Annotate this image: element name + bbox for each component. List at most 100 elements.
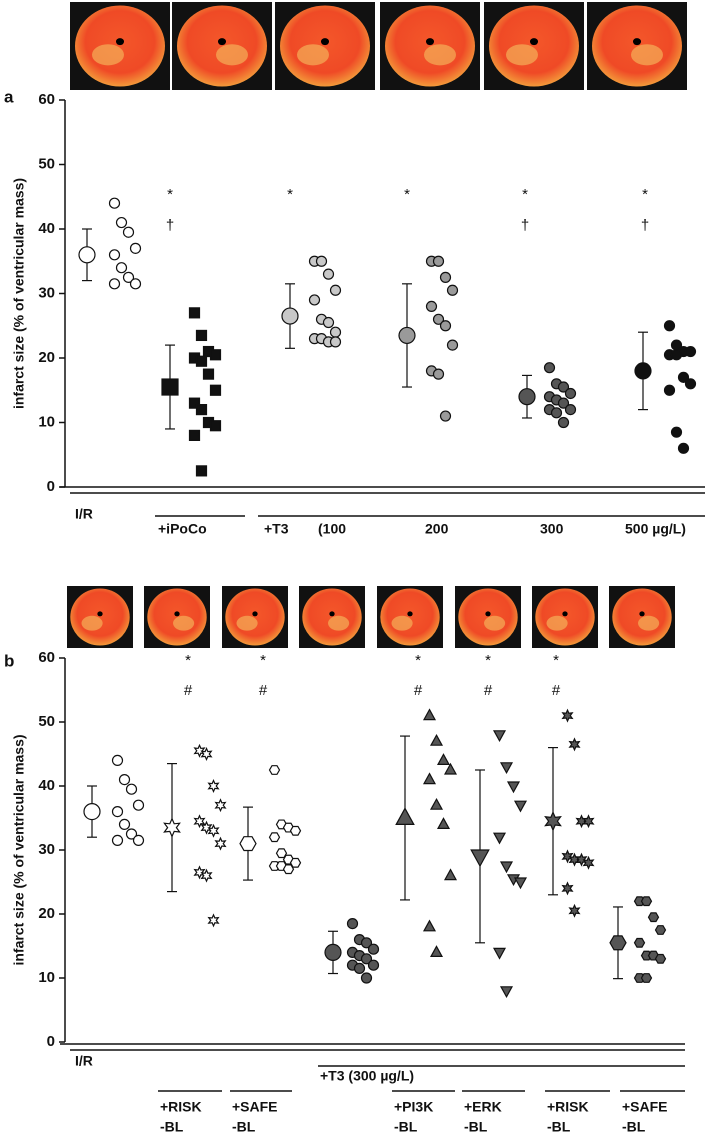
data-point — [188, 397, 201, 409]
mean-marker — [78, 246, 96, 264]
data-point — [647, 912, 660, 923]
data-point — [633, 896, 646, 907]
x-group-label: -BL — [547, 1119, 571, 1135]
data-point — [200, 820, 213, 835]
significance-mark: * — [185, 652, 191, 669]
data-point — [122, 271, 135, 283]
data-point — [115, 262, 128, 274]
x-group-label: 300 — [540, 521, 564, 537]
section-image — [75, 5, 165, 87]
data-point — [640, 896, 653, 907]
data-point — [268, 832, 281, 843]
data-point — [443, 762, 458, 775]
data-point — [202, 368, 215, 380]
data-point — [193, 814, 206, 829]
data-point — [633, 937, 646, 948]
section-image-highlight — [328, 615, 350, 631]
y-axis-label: infarct size (% of ventricular mass) — [11, 734, 27, 965]
section-image — [385, 5, 475, 87]
data-point — [108, 249, 121, 261]
data-point — [268, 861, 281, 871]
section-image-lumen — [97, 611, 103, 617]
significance-mark: † — [521, 217, 529, 234]
x-group-label: -BL — [394, 1119, 418, 1135]
data-point — [322, 268, 335, 280]
x-group-label: 500 µg/L) — [625, 521, 686, 537]
section-image — [225, 588, 285, 646]
data-point — [209, 384, 222, 396]
section-image-highlight — [173, 615, 195, 631]
x-group-label: +SAFE — [232, 1099, 278, 1115]
data-point — [446, 339, 459, 351]
data-point — [654, 953, 667, 964]
x-group-label: +T3 — [264, 521, 289, 537]
data-point — [195, 404, 208, 416]
y-tick-label: 0 — [47, 1033, 55, 1050]
data-point — [670, 426, 683, 438]
section-image — [302, 588, 362, 646]
x-group-label: +RISK — [160, 1099, 202, 1115]
significance-mark: † — [166, 217, 174, 234]
data-point — [193, 743, 206, 758]
data-point — [188, 429, 201, 441]
section-image — [612, 588, 672, 646]
x-group-label: +iPoCo — [158, 521, 207, 537]
section-image-highlight — [216, 44, 248, 66]
x-group-label: -BL — [464, 1119, 488, 1135]
data-point — [200, 747, 213, 761]
y-tick-label: 20 — [38, 905, 55, 922]
section-image-highlight — [81, 615, 103, 631]
section-image-lumen — [639, 611, 645, 617]
y-tick-label: 60 — [38, 649, 55, 666]
data-point — [282, 864, 295, 875]
section-image-highlight — [92, 44, 124, 66]
data-point — [582, 855, 595, 870]
data-point — [429, 733, 444, 746]
data-point — [129, 242, 142, 254]
x-group-label: +ERK — [464, 1099, 502, 1115]
data-point — [543, 362, 556, 374]
section-image — [380, 588, 440, 646]
y-tick-label: 20 — [38, 349, 55, 366]
section-image-highlight — [506, 44, 538, 66]
data-point — [492, 730, 507, 743]
data-point — [439, 271, 452, 283]
data-point — [346, 917, 359, 930]
mean-marker — [544, 810, 562, 832]
significance-mark: * — [404, 186, 410, 203]
mean-marker — [161, 378, 179, 396]
data-point — [367, 959, 380, 971]
section-image — [535, 588, 595, 646]
data-point — [360, 972, 373, 984]
x-group-label: 200 — [425, 521, 449, 537]
data-point — [513, 877, 528, 890]
x-group-label: -BL — [622, 1119, 646, 1135]
data-point — [640, 950, 653, 961]
significance-mark: * — [553, 652, 559, 669]
data-point — [663, 384, 676, 396]
data-point — [209, 349, 222, 361]
data-point — [108, 278, 121, 290]
data-point — [561, 849, 574, 864]
data-point — [111, 805, 124, 818]
section-image — [458, 588, 518, 646]
significance-mark: * — [522, 186, 528, 203]
y-tick-label: 30 — [38, 284, 55, 301]
data-point — [492, 947, 507, 960]
data-point — [329, 284, 342, 296]
panel-label: b — [4, 651, 14, 670]
y-tick-label: 0 — [47, 478, 55, 495]
data-point — [684, 345, 697, 358]
data-point — [677, 442, 690, 454]
data-point — [195, 465, 208, 477]
data-point — [564, 387, 577, 400]
data-point — [564, 404, 577, 416]
data-point — [432, 368, 445, 380]
data-point — [492, 832, 507, 845]
data-point — [129, 278, 142, 290]
data-point — [193, 865, 206, 880]
x-group-label: +RISK — [547, 1099, 589, 1115]
y-tick-label: 10 — [38, 413, 55, 430]
section-image-lumen — [407, 611, 413, 617]
